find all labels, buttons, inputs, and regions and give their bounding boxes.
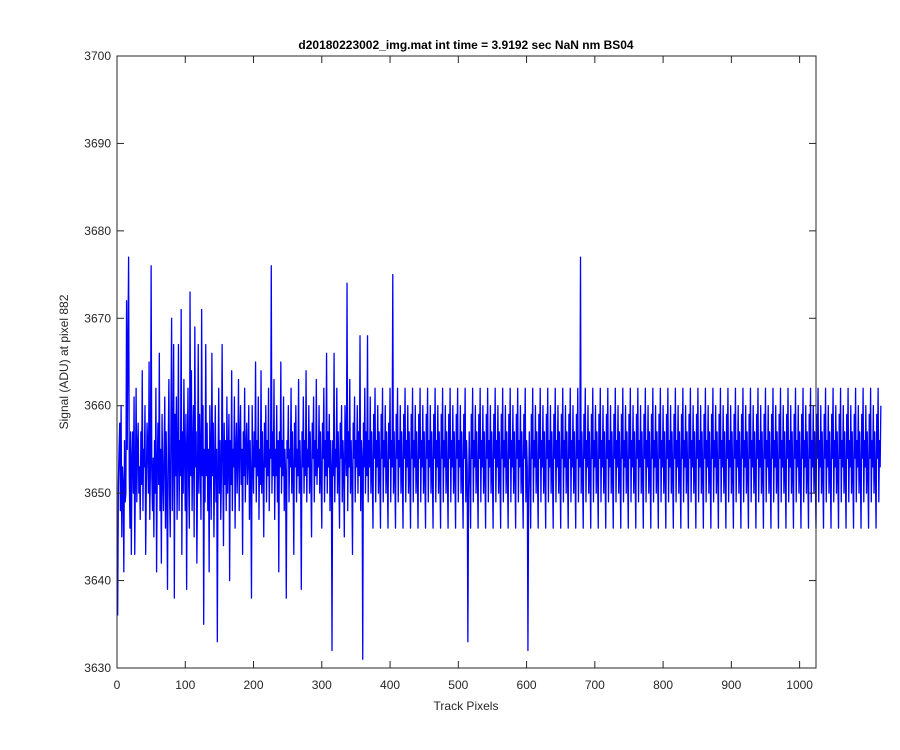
plot-layer xyxy=(117,256,882,660)
x-tick-label: 200 xyxy=(244,678,264,692)
x-tick-label: 600 xyxy=(517,678,537,692)
axes-frame xyxy=(116,55,817,669)
axes-area xyxy=(117,56,816,668)
x-tick-label: 300 xyxy=(312,678,332,692)
x-tick-label: 900 xyxy=(721,678,741,692)
x-tick-label: 700 xyxy=(585,678,605,692)
x-tick-label: 100 xyxy=(175,678,195,692)
y-tick-label: 3680 xyxy=(84,224,111,238)
x-tick-label: 800 xyxy=(653,678,673,692)
y-tick-label: 3650 xyxy=(84,486,111,500)
tick-layer: 0 100 200 300 400 500 600 700 800 900 1000 3630 3640… xyxy=(84,49,816,692)
x-tick-label: 400 xyxy=(380,678,400,692)
y-tick-label: 3670 xyxy=(84,311,111,325)
series-line-1 xyxy=(117,256,882,660)
x-tick-label: 1000 xyxy=(786,678,813,692)
y-axis-label: Signal (ADU) at pixel 882 xyxy=(57,294,71,429)
y-tick-label: 3660 xyxy=(84,399,111,413)
y-tick-label: 3640 xyxy=(84,574,111,588)
y-tick-label: 3690 xyxy=(84,136,111,150)
y-tick-label: 3630 xyxy=(84,661,111,675)
chart-title: d20180223002_img.mat int time = 3.9192 s… xyxy=(298,38,634,52)
x-axis-label: Track Pixels xyxy=(434,699,499,713)
x-tick-label: 0 xyxy=(114,678,121,692)
x-tick-label: 500 xyxy=(448,678,468,692)
y-tick-label: 3700 xyxy=(84,49,111,63)
